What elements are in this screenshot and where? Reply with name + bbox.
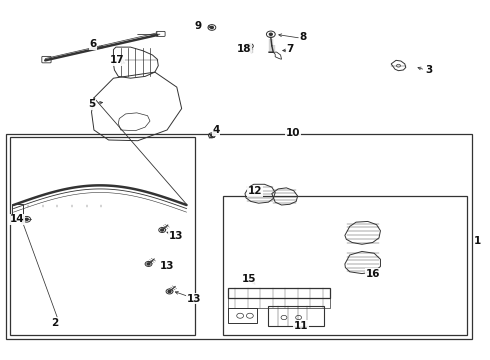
Circle shape	[25, 218, 28, 220]
Text: 2: 2	[51, 318, 59, 328]
Bar	[10, 137, 196, 336]
Text: 5: 5	[88, 99, 95, 109]
Text: 3: 3	[425, 65, 432, 75]
Text: 13: 13	[187, 294, 201, 303]
Text: 8: 8	[300, 32, 307, 42]
Text: 9: 9	[194, 21, 201, 31]
Bar	[269, 306, 324, 327]
Text: 11: 11	[294, 321, 308, 331]
Text: 4: 4	[212, 125, 220, 135]
Circle shape	[147, 263, 150, 265]
Text: 6: 6	[89, 39, 97, 49]
Circle shape	[270, 33, 272, 35]
Bar	[6, 134, 471, 339]
Text: 17: 17	[110, 55, 124, 65]
Bar	[228, 298, 330, 308]
Text: 10: 10	[286, 128, 300, 138]
Text: 18: 18	[237, 44, 251, 54]
Circle shape	[161, 229, 164, 231]
Text: 1: 1	[474, 236, 482, 246]
Bar	[12, 204, 23, 220]
Text: 13: 13	[160, 261, 174, 271]
Circle shape	[168, 291, 171, 293]
Circle shape	[248, 45, 251, 47]
Bar	[228, 308, 257, 323]
Text: 7: 7	[286, 44, 294, 54]
Text: 13: 13	[169, 231, 183, 241]
Bar	[228, 288, 330, 298]
Circle shape	[210, 26, 213, 28]
Text: 12: 12	[247, 186, 262, 197]
Text: 14: 14	[10, 214, 24, 224]
Text: 16: 16	[366, 269, 380, 279]
Bar	[223, 196, 466, 336]
Circle shape	[210, 134, 213, 136]
Text: 15: 15	[242, 274, 256, 284]
